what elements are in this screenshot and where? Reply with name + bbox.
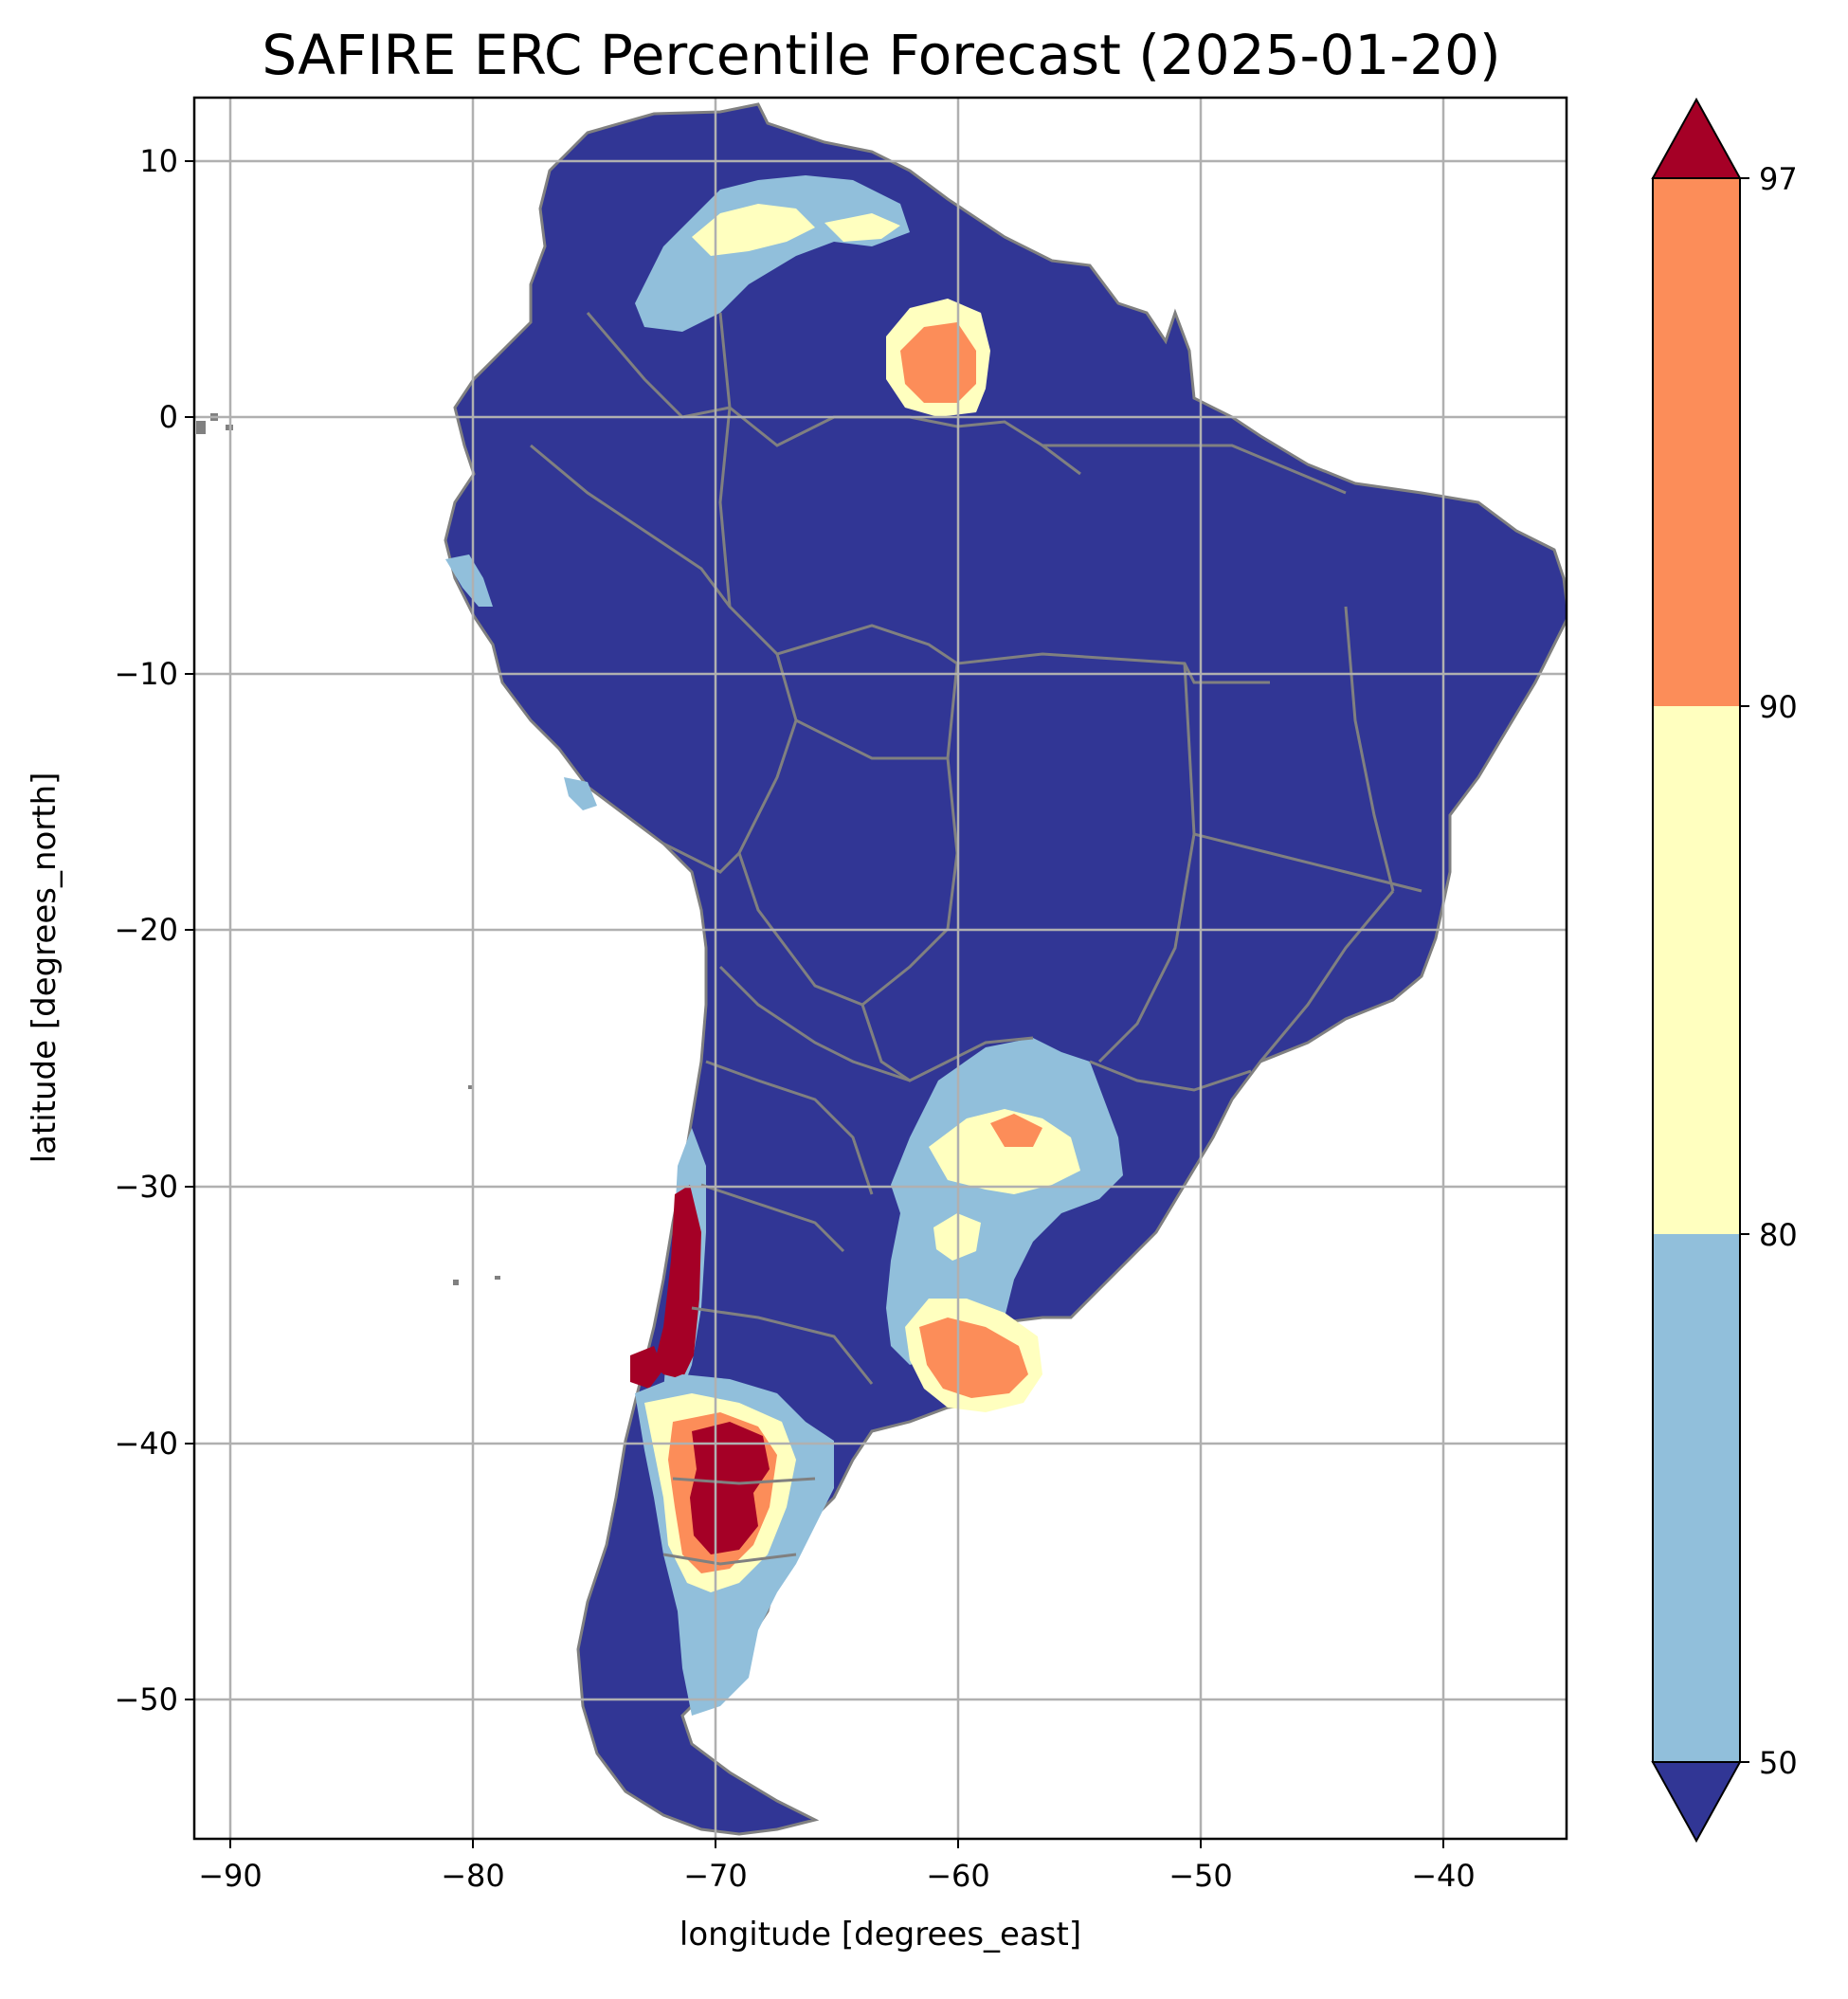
x-tick-label: −80 bbox=[441, 1858, 505, 1894]
colorbar-frame bbox=[1652, 177, 1741, 1763]
border-line bbox=[530, 444, 732, 608]
border-line bbox=[586, 312, 731, 419]
colorbar-bin-80-90 bbox=[1653, 706, 1740, 1234]
peru-south-patch bbox=[564, 777, 597, 810]
colorbar-extend-bottom bbox=[1651, 1761, 1742, 1844]
y-tick-label: −20 bbox=[114, 912, 178, 948]
venezuela-patch-50-80 bbox=[635, 175, 910, 332]
plot-frame bbox=[192, 96, 1568, 1841]
venezuela-east-patch-80-90 bbox=[824, 213, 900, 242]
y-tick-label: −30 bbox=[114, 1169, 178, 1205]
san-felix-island bbox=[468, 1085, 472, 1089]
y-axis-label: latitude [degrees_north] bbox=[26, 772, 63, 1164]
x-tick-label: −90 bbox=[198, 1858, 263, 1894]
gridlines bbox=[194, 98, 1567, 1839]
colorbar-bin-50-80 bbox=[1653, 1234, 1740, 1762]
colorbar-extend-top bbox=[1651, 97, 1742, 179]
percentile-patches bbox=[445, 175, 1123, 1716]
x-axis-label: longitude [degrees_east] bbox=[679, 1916, 1081, 1954]
border-line bbox=[672, 1477, 816, 1485]
x-tick-label: −70 bbox=[683, 1858, 748, 1894]
venezuela-patch-80-90 bbox=[692, 204, 815, 256]
y-tick-label: −50 bbox=[114, 1681, 178, 1717]
patagonia-patch-97 bbox=[690, 1422, 770, 1554]
x-axis: −90 −80 −70 −60 −50 −40 longitude [degre… bbox=[198, 1839, 1476, 1954]
colorbar-bin-90-97 bbox=[1653, 178, 1740, 706]
colorbar-tick-label: 97 bbox=[1759, 161, 1798, 197]
y-axis: 10 0 −10 −20 −30 −40 −50 latitude [degre… bbox=[26, 143, 194, 1717]
juan-fernandez-island bbox=[495, 1276, 500, 1280]
border-line bbox=[700, 1183, 845, 1253]
border-line bbox=[861, 1004, 1034, 1082]
border-line bbox=[1344, 606, 1395, 892]
map-title: SAFIRE ERC Percentile Forecast (2025-01-… bbox=[262, 23, 1500, 87]
colorbar-tick-label: 80 bbox=[1759, 1217, 1798, 1253]
map-layer bbox=[194, 98, 1567, 1839]
colorbar: 97 90 80 50 bbox=[1651, 97, 1798, 1844]
border-line bbox=[861, 663, 959, 1007]
border-line bbox=[662, 1553, 797, 1566]
admin-borders bbox=[530, 312, 1422, 1566]
border-line bbox=[662, 842, 741, 874]
colorbar-tick-label: 90 bbox=[1759, 689, 1798, 725]
border-line bbox=[705, 1060, 874, 1195]
galapagos-island bbox=[196, 421, 206, 434]
y-tick-label: 0 bbox=[159, 399, 178, 435]
x-tick-label: −40 bbox=[1411, 1858, 1476, 1894]
border-line bbox=[1089, 1060, 1252, 1092]
y-tick-label: −10 bbox=[114, 656, 178, 692]
border-line bbox=[718, 965, 911, 1082]
y-tick-label: −40 bbox=[114, 1426, 178, 1462]
chile-patch-97 bbox=[654, 1185, 701, 1379]
juan-fernandez-island bbox=[453, 1280, 459, 1285]
border-line bbox=[691, 1306, 874, 1385]
border-line bbox=[1193, 832, 1422, 893]
colorbar-tick-label: 50 bbox=[1759, 1745, 1798, 1781]
argentina-ne-patch-90-97 bbox=[990, 1114, 1042, 1147]
peru-coast-patch bbox=[445, 554, 493, 607]
argentina-ne-patch-50-80 bbox=[886, 1038, 1123, 1365]
x-tick-label: −60 bbox=[926, 1858, 990, 1894]
plot-area bbox=[192, 96, 1568, 1841]
border-line bbox=[795, 718, 948, 760]
y-tick-label: 10 bbox=[139, 143, 178, 179]
chile-south-patch-97 bbox=[630, 1346, 663, 1389]
x-tick-label: −50 bbox=[1169, 1858, 1233, 1894]
border-line bbox=[1042, 444, 1347, 495]
argentina-ne-patch-80-90 bbox=[929, 1109, 1080, 1194]
border-line bbox=[1097, 663, 1196, 1063]
buenos-aires-patch-90-97 bbox=[919, 1318, 1028, 1398]
border-line bbox=[1259, 890, 1395, 1063]
